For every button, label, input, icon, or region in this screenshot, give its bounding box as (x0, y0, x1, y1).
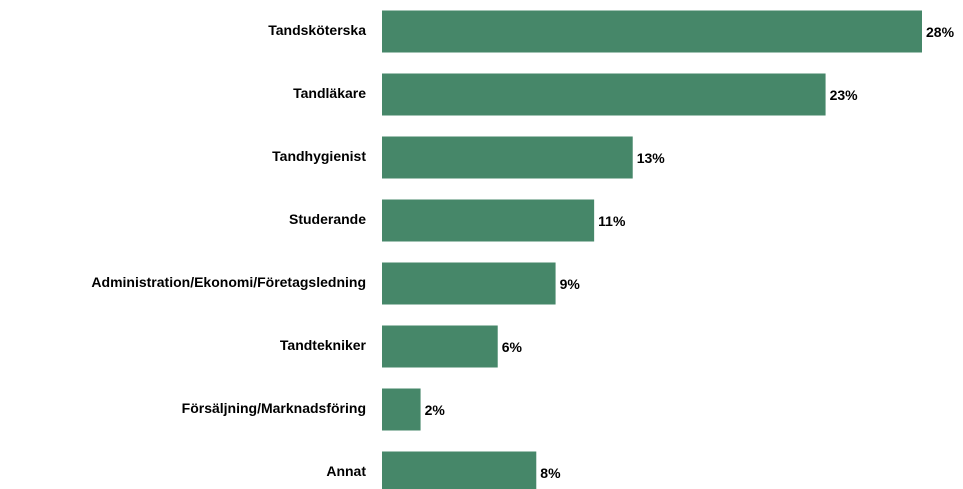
category-label: Tandsköterska (268, 22, 366, 38)
value-label: 13% (637, 150, 666, 166)
category-label: Tandtekniker (280, 337, 367, 353)
category-label: Tandläkare (293, 85, 366, 101)
value-label: 23% (830, 87, 859, 103)
value-label: 9% (560, 276, 581, 292)
value-label: 6% (502, 339, 523, 355)
bar (382, 10, 922, 53)
bar (382, 73, 826, 116)
bar (382, 325, 498, 368)
value-label: 8% (540, 465, 561, 481)
bar (382, 136, 633, 179)
category-label: Administration/Ekonomi/Företagsledning (91, 274, 366, 290)
category-label: Studerande (289, 211, 366, 227)
value-label: 28% (926, 24, 955, 40)
value-label: 2% (425, 402, 446, 418)
bar (382, 199, 595, 242)
bar (382, 388, 421, 431)
bar (382, 451, 537, 489)
category-label: Försäljning/Marknadsföring (182, 400, 366, 416)
bar (382, 262, 556, 305)
category-label: Annat (326, 463, 366, 479)
category-label: Tandhygienist (272, 148, 366, 164)
value-label: 11% (598, 213, 626, 229)
